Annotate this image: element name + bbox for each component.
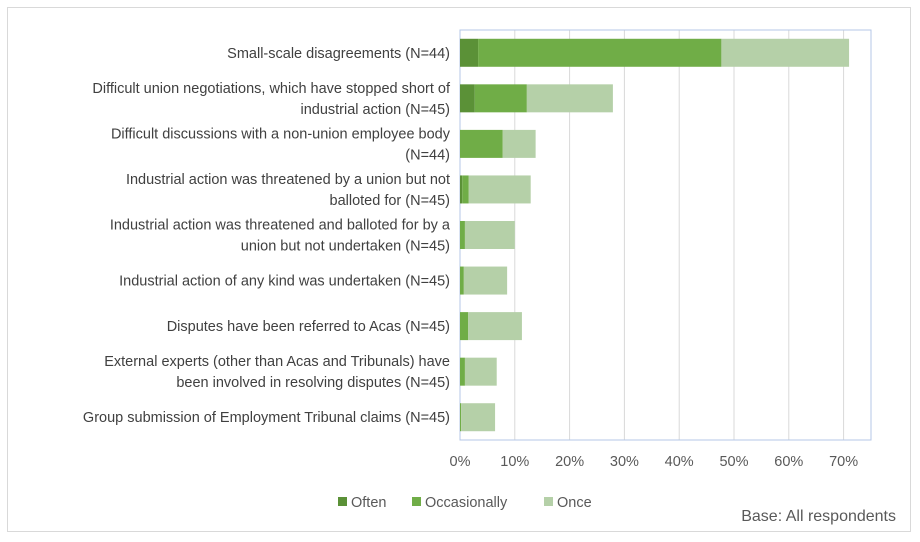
category-label-line: been involved in resolving disputes (N=4… bbox=[176, 375, 450, 391]
bar-once-8 bbox=[464, 357, 497, 386]
bar-once-3 bbox=[502, 129, 536, 158]
category-label-line: Industrial action of any kind was undert… bbox=[119, 274, 450, 290]
category-label: Difficult discussions with a non-union e… bbox=[111, 126, 451, 163]
bar-occasionally-3 bbox=[460, 129, 503, 158]
bar-once-2 bbox=[526, 84, 613, 113]
bar-often-4 bbox=[460, 175, 463, 204]
bar-once-5 bbox=[464, 221, 515, 249]
legend-swatch-occasionally bbox=[412, 497, 421, 506]
category-label: External experts (other than Acas and Tr… bbox=[104, 354, 450, 391]
category-label: Small-scale disagreements (N=44) bbox=[227, 46, 450, 62]
category-label-line: union but not undertaken (N=45) bbox=[241, 239, 450, 255]
base-note: Base: All respondents bbox=[741, 508, 896, 525]
category-label-line: industrial action (N=45) bbox=[300, 102, 450, 118]
bar-occasionally-4 bbox=[462, 175, 469, 204]
bar-occasionally-7 bbox=[460, 312, 469, 341]
legend-swatch-once bbox=[544, 497, 553, 506]
x-tick-label: 0% bbox=[450, 454, 471, 470]
chart-frame bbox=[7, 7, 911, 532]
bar-once-9 bbox=[461, 403, 496, 432]
x-tick-label: 30% bbox=[610, 454, 639, 470]
category-label-line: Industrial action was threatened and bal… bbox=[110, 218, 451, 234]
bar-once-4 bbox=[468, 175, 531, 204]
category-label: Industrial action of any kind was undert… bbox=[119, 274, 450, 290]
category-label-line: Difficult discussions with a non-union e… bbox=[111, 126, 451, 142]
category-label: Difficult union negotiations, which have… bbox=[92, 81, 451, 118]
category-label: Disputes have been referred to Acas (N=4… bbox=[167, 319, 450, 335]
bar-once-6 bbox=[463, 266, 508, 295]
x-tick-label: 70% bbox=[829, 454, 858, 470]
bar-occasionally-2 bbox=[474, 84, 527, 113]
legend-label-occasionally: Occasionally bbox=[425, 495, 508, 511]
category-label-line: Small-scale disagreements (N=44) bbox=[227, 46, 450, 62]
x-tick-label: 10% bbox=[500, 454, 529, 470]
x-tick-label: 50% bbox=[719, 454, 748, 470]
category-label-line: Difficult union negotiations, which have… bbox=[92, 81, 451, 97]
category-label: Industrial action was threatened and bal… bbox=[110, 218, 451, 255]
category-label-line: Disputes have been referred to Acas (N=4… bbox=[167, 319, 450, 335]
bar-occasionally-6 bbox=[460, 266, 464, 295]
legend-label-once: Once bbox=[557, 495, 592, 511]
bar-occasionally-9 bbox=[460, 403, 462, 432]
bar-often-2 bbox=[460, 84, 475, 113]
bar-occasionally-8 bbox=[460, 357, 465, 386]
category-label: Industrial action was threatened by a un… bbox=[126, 172, 450, 209]
category-label-line: Industrial action was threatened by a un… bbox=[126, 172, 450, 188]
category-label: Group submission of Employment Tribunal … bbox=[83, 410, 450, 426]
category-label-line: (N=44) bbox=[405, 147, 450, 163]
category-label-line: External experts (other than Acas and Tr… bbox=[104, 354, 450, 370]
bar-occasionally-5 bbox=[460, 221, 465, 249]
x-tick-label: 20% bbox=[555, 454, 584, 470]
bar-occasionally-1 bbox=[478, 38, 722, 67]
category-label-line: Group submission of Employment Tribunal … bbox=[83, 410, 450, 426]
legend-label-often: Often bbox=[351, 495, 386, 511]
legend-swatch-often bbox=[338, 497, 347, 506]
bar-often-1 bbox=[460, 38, 479, 67]
bar-once-7 bbox=[468, 312, 522, 341]
x-tick-label: 60% bbox=[774, 454, 803, 470]
x-tick-label: 40% bbox=[665, 454, 694, 470]
category-label-line: balloted for (N=45) bbox=[330, 193, 451, 209]
bar-once-1 bbox=[721, 38, 850, 67]
